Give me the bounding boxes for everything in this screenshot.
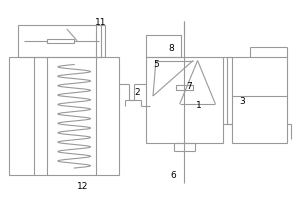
Bar	[9, 57, 119, 175]
Bar	[176, 85, 193, 90]
Bar	[47, 39, 74, 43]
Text: 3: 3	[239, 97, 245, 106]
Bar	[146, 57, 223, 143]
Text: 7: 7	[187, 82, 192, 91]
Bar	[232, 57, 287, 143]
Bar	[18, 25, 105, 57]
Bar	[146, 35, 181, 57]
Text: 1: 1	[196, 101, 202, 110]
Text: 5: 5	[153, 60, 159, 69]
Text: 2: 2	[134, 88, 140, 97]
Text: 12: 12	[77, 182, 88, 191]
Text: 11: 11	[95, 18, 107, 27]
Text: 8: 8	[168, 44, 174, 53]
Text: 6: 6	[171, 171, 177, 180]
